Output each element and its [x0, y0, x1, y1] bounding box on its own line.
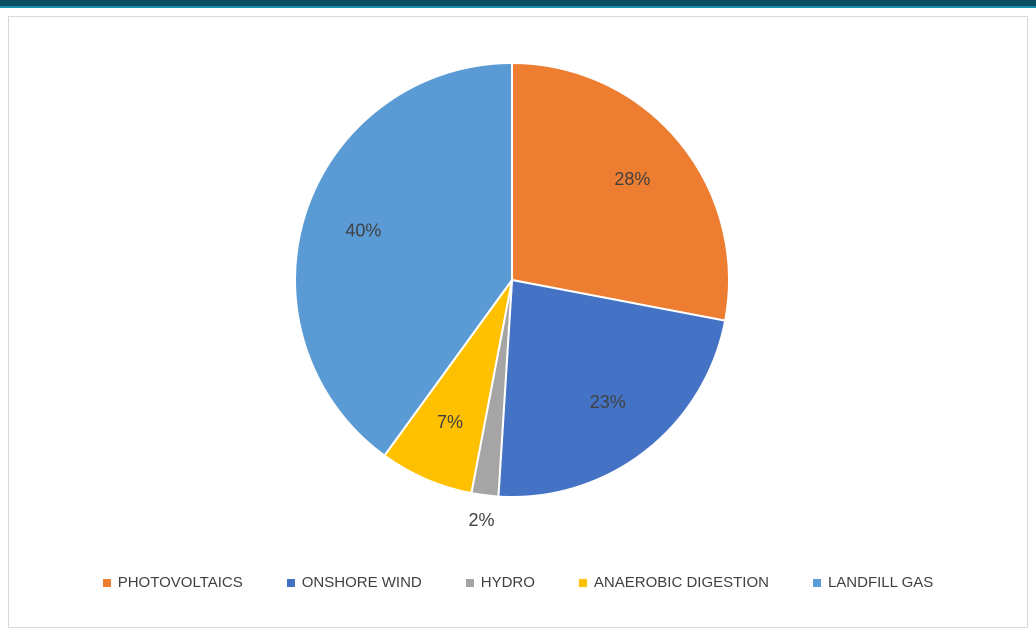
top-bar: [0, 0, 1036, 8]
legend-item-anaerobic-digestion: ANAEROBIC DIGESTION: [578, 574, 769, 591]
legend-label: HYDRO: [480, 574, 535, 591]
legend: PHOTOVOLTAICS ONSHORE WIND HYDRO ANAEROBIC …: [0, 574, 1036, 591]
legend-item-photovoltaics: PHOTOVOLTAICS: [102, 574, 243, 591]
data-label-landfill-gas: 40%: [345, 220, 381, 240]
legend-swatch: [578, 578, 587, 587]
data-label-onshore-wind: 23%: [590, 392, 626, 412]
pie-slice-photovoltaics: [511, 61, 730, 322]
legend-item-landfill-gas: LANDFILL GAS: [812, 574, 934, 591]
legend-label: PHOTOVOLTAICS: [117, 574, 243, 591]
legend-swatch: [286, 578, 295, 587]
legend-label: ONSHORE WIND: [301, 574, 422, 591]
legend-swatch: [102, 578, 111, 587]
legend-swatch: [812, 578, 821, 587]
legend-item-hydro: HYDRO: [465, 574, 535, 591]
legend-swatch: [465, 578, 474, 587]
legend-item-onshore-wind: ONSHORE WIND: [286, 574, 422, 591]
data-label-hydro: 2%: [469, 510, 495, 530]
top-bar-accent-line: [0, 6, 1036, 8]
pie-slice-onshore-wind: [497, 278, 727, 498]
data-label-anaerobic-digestion: 7%: [437, 412, 463, 432]
pie-chart: 28% 23% 2% 7% 40%: [294, 61, 730, 530]
pie-slice-landfill-gas: [294, 61, 513, 457]
legend-label: ANAEROBIC DIGESTION: [593, 574, 769, 591]
data-label-photovoltaics: 28%: [614, 169, 650, 189]
legend-label: LANDFILL GAS: [827, 574, 934, 591]
